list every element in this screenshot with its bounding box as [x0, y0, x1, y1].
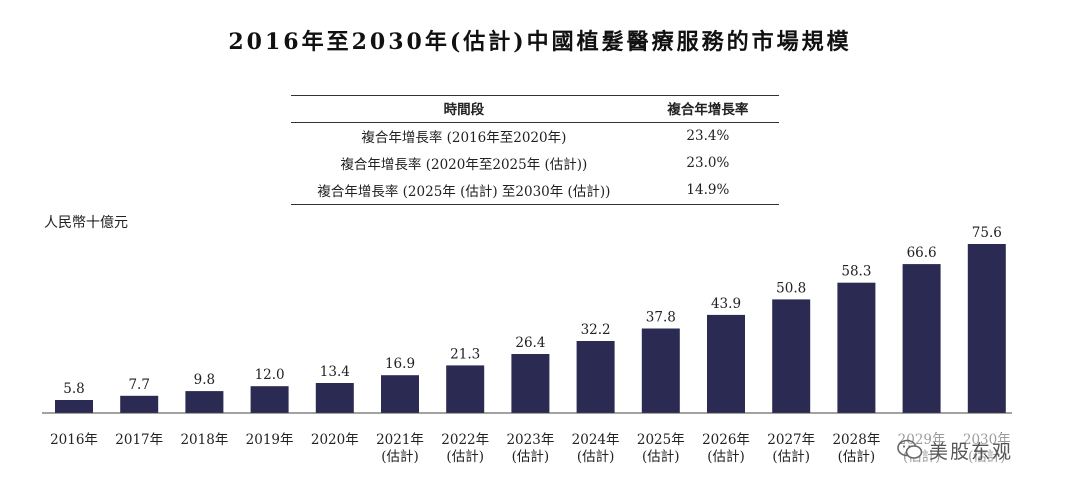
bar: [446, 365, 485, 413]
bar: [250, 386, 289, 413]
bar: [902, 264, 941, 413]
bar: [381, 375, 419, 413]
bar-value-label: 75.6: [972, 225, 1002, 241]
table-cell-period: 複合年增長率 (2020年至2025年 (估計)): [340, 157, 588, 173]
watermark: 美股东观: [893, 433, 1018, 467]
bar-value-label: 7.7: [128, 377, 149, 393]
bar: [772, 299, 811, 413]
cagr-table: 時間段 複合年增長率 複合年增長率 (2016年至2020年) 23.4% 複合…: [291, 95, 779, 205]
bar: [185, 391, 224, 413]
bar-value-label: 43.9: [711, 296, 741, 312]
table-cell-period: 複合年增長率 (2016年至2020年): [361, 130, 567, 146]
x-tick-label: 2021年: [376, 432, 424, 448]
table-row: 複合年增長率 (2020年至2025年 (估計)) 23.0%: [291, 150, 779, 177]
x-tick-note: (估計): [772, 449, 810, 465]
table-row: 複合年增長率 (2025年 (估計) 至2030年 (估計)) 14.9%: [291, 177, 779, 205]
x-tick-note: (估計): [446, 449, 484, 465]
x-tick-note: (估計): [838, 449, 876, 465]
x-tick-label: 2016年: [50, 432, 98, 448]
x-tick-label: 2019年: [246, 432, 294, 448]
bar: [315, 383, 354, 413]
table-row: 複合年增長率 (2016年至2020年) 23.4%: [291, 123, 779, 151]
table-header-rate: 複合年增長率: [636, 95, 779, 123]
x-tick-label: 2024年: [572, 432, 620, 448]
x-tick-label: 2020年: [311, 432, 359, 448]
bar-value-label: 58.3: [841, 264, 871, 280]
bar-value-label: 37.8: [646, 310, 676, 326]
bar: [511, 354, 550, 413]
bar-value-label: 16.9: [385, 356, 415, 372]
x-tick-note: (估計): [642, 449, 680, 465]
x-tick-label: 2022年: [441, 432, 489, 448]
table-header-period: 時間段: [291, 95, 637, 123]
bar-value-label: 26.4: [515, 335, 545, 351]
x-tick-label: 2026年: [702, 432, 750, 448]
bar-value-label: 32.2: [581, 322, 611, 338]
watermark-text: 美股东观: [929, 440, 1014, 463]
x-tick-label: 2023年: [506, 432, 554, 448]
x-tick-note: (估計): [707, 449, 745, 465]
bar-value-label: 5.8: [63, 381, 84, 397]
bar: [120, 395, 159, 413]
table-cell-rate: 23.0%: [686, 155, 730, 171]
table-cell-rate: 14.9%: [636, 177, 779, 205]
wechat-icon: [897, 439, 923, 461]
x-tick-label: 2018年: [180, 432, 228, 448]
x-tick-note: (估計): [381, 449, 419, 465]
table-cell-rate: 23.4%: [686, 128, 730, 144]
x-tick-label: 2025年: [637, 432, 685, 448]
bar: [641, 328, 680, 413]
x-tick-note: (估計): [512, 449, 550, 465]
bar: [707, 314, 745, 413]
table-header-row: 時間段 複合年增長率: [291, 95, 779, 123]
bar-value-label: 50.8: [776, 280, 806, 296]
chart-title: 2016年至2030年(估計)中國植髮醫療服務的市場規模: [228, 29, 852, 55]
table-cell-period: 複合年增長率 (2025年 (估計) 至2030年 (估計)): [291, 177, 637, 205]
bar-value-label: 12.0: [255, 367, 285, 383]
bar: [837, 282, 876, 413]
x-tick-label: 2027年: [767, 432, 815, 448]
bar: [576, 341, 615, 413]
bar-value-label: 66.6: [907, 245, 937, 261]
x-tick-label: 2017年: [115, 432, 163, 448]
x-tick-note: (估計): [577, 449, 615, 465]
bar: [55, 400, 93, 413]
bar-value-label: 21.3: [450, 346, 480, 362]
y-axis-unit-label: 人民幣十億元: [44, 215, 128, 231]
bar-value-label: 9.8: [194, 372, 215, 388]
bar-value-label: 13.4: [320, 364, 350, 380]
x-tick-label: 2028年: [832, 432, 880, 448]
bar: [967, 244, 1006, 413]
